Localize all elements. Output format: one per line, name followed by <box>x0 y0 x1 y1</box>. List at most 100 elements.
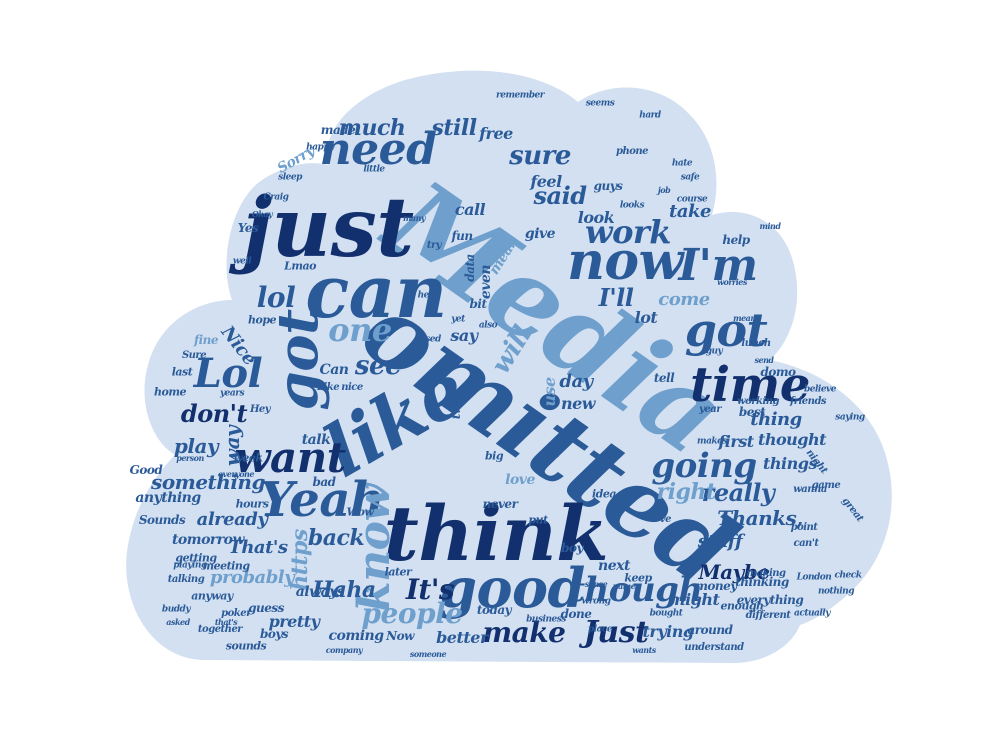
word-free: free <box>479 124 513 143</box>
word-okay: Okay <box>251 209 273 219</box>
word-looks: looks <box>619 200 645 211</box>
word-done: done <box>560 607 592 621</box>
word-good: good <box>439 556 585 620</box>
word-bought: bought <box>649 608 683 619</box>
word-look: look <box>577 208 615 227</box>
word-phone: phone <box>615 146 649 157</box>
word-im: I'm <box>678 240 758 291</box>
word-different: different <box>745 610 791 621</box>
word-lmao: Lmao <box>284 259 316 273</box>
word-back: back <box>307 525 365 551</box>
word-nice2: nice <box>341 382 363 393</box>
word-always: always <box>295 584 345 600</box>
word-lol-1: Lol <box>193 350 263 397</box>
word-new: new <box>560 394 596 413</box>
word-lol-2: lol <box>256 281 296 314</box>
word-people: people <box>361 597 463 630</box>
word-can: can <box>305 249 447 334</box>
word-meeting: meeting <box>202 559 250 573</box>
word-job: job <box>657 185 671 195</box>
word-can2: Can <box>319 362 349 378</box>
word-yes: Yes <box>237 221 259 235</box>
word-happy: happy <box>306 142 334 153</box>
word-asked: asked <box>166 617 190 627</box>
word-really: really <box>701 478 775 507</box>
word-year: year <box>699 404 721 415</box>
word-check: check <box>834 570 862 581</box>
word-together: together <box>197 624 243 635</box>
word-maybe: Maybe <box>698 560 770 584</box>
word-coming: coming <box>328 628 384 644</box>
word-sure2: Sure <box>181 350 207 361</box>
word-got-1: got <box>265 309 331 411</box>
word-made: made <box>320 123 356 137</box>
word-fine: fine <box>193 333 219 347</box>
word-talk: talk <box>301 432 331 448</box>
word-already: already <box>196 509 268 530</box>
word-worries: worries <box>717 277 747 287</box>
word-lunch: lunch <box>741 338 771 349</box>
word-business: business <box>526 614 566 625</box>
word-two: two <box>449 396 463 420</box>
word-data: data <box>463 254 477 282</box>
word-point: point <box>790 522 818 533</box>
word-used: used <box>419 334 441 345</box>
word-little: little <box>363 164 385 175</box>
word-hours: hours <box>235 497 269 511</box>
word-work: work <box>585 213 671 251</box>
word-money: money <box>695 579 737 593</box>
word-domo: domo <box>760 365 796 379</box>
word-thought: thought <box>757 430 827 449</box>
word-now2: Now <box>386 629 414 643</box>
word-going: going <box>651 446 757 486</box>
word-say: say <box>450 326 478 345</box>
word-wants: wants <box>632 645 656 655</box>
word-come: come <box>658 289 710 310</box>
word-call: call <box>454 200 486 219</box>
word-big: big <box>484 449 504 463</box>
word-well: well <box>232 256 252 267</box>
word-sleep: sleep <box>278 172 302 183</box>
word-home: home <box>154 385 186 399</box>
word-haha: Haha <box>312 577 376 603</box>
word-pretty: pretty <box>268 612 320 631</box>
word-wrong: wrong <box>581 596 611 607</box>
word-just: just <box>242 180 414 276</box>
word-tomorrow: tomorrow <box>171 532 245 548</box>
word-said: said <box>533 181 587 210</box>
word-game: game <box>811 480 841 491</box>
word-many: many <box>402 213 426 223</box>
word-feel: feel <box>530 172 562 191</box>
word-play: play <box>173 434 219 458</box>
word-send: send <box>754 355 774 365</box>
word-first: first <box>718 432 754 451</box>
word-stuff: stuff <box>697 531 743 552</box>
word-makes: makes <box>697 436 727 447</box>
word-see: see <box>354 351 402 381</box>
word-everything: everything <box>736 593 804 607</box>
word-tell: tell <box>653 371 675 385</box>
word-boys: boys <box>259 627 289 641</box>
word-ill: I'll <box>598 283 634 312</box>
word-talking: talking <box>167 574 205 585</box>
word-its: It's <box>405 573 455 606</box>
word-sense: sense <box>584 579 608 589</box>
word-hard: hard <box>639 110 661 121</box>
word-bit: bit <box>469 297 488 311</box>
word-like2: Like <box>316 382 340 393</box>
word-one: one <box>328 311 392 349</box>
word-years: years <box>219 388 245 399</box>
word-company: company <box>325 645 363 655</box>
word-better: better <box>436 628 488 647</box>
word-buddy: buddy <box>161 604 191 615</box>
word-actually: actually <box>794 608 830 619</box>
word-still: still <box>431 115 477 141</box>
word-take: take <box>669 201 711 222</box>
word-guess: guess <box>248 601 284 615</box>
word-something: something <box>151 470 265 494</box>
word-life: life <box>544 450 560 461</box>
word-meant: meant <box>733 313 759 323</box>
word-keep: keep <box>624 571 652 585</box>
